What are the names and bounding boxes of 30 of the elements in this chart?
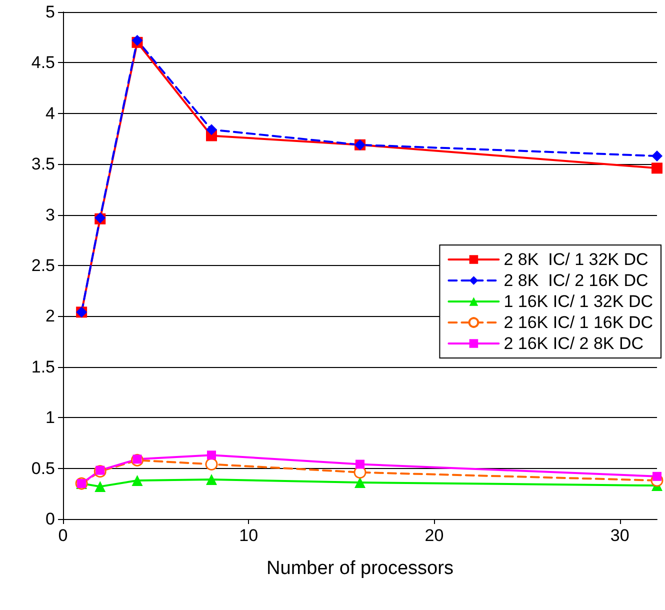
x-tick-label: 30 xyxy=(610,526,630,545)
x-tick-label: 0 xyxy=(58,526,68,545)
legend-label: 2 8K IC/ 2 16K DC xyxy=(504,271,648,290)
x-tick-label: 20 xyxy=(424,526,444,545)
point xyxy=(652,162,662,174)
point xyxy=(652,150,662,162)
y-tick-label: 4.5 xyxy=(31,53,55,72)
y-tick-label: 4 xyxy=(46,104,55,123)
legend-label: 2 16K IC/ 2 8K DC xyxy=(504,334,644,353)
y-tick-label: 0.5 xyxy=(31,458,55,478)
y-tick-label: 2.5 xyxy=(31,256,55,275)
x-tick-label: 10 xyxy=(239,526,258,545)
point xyxy=(652,472,662,481)
point xyxy=(356,460,364,469)
y-tick-label: 2 xyxy=(46,306,55,326)
point xyxy=(94,481,106,492)
y-tick-label: 3 xyxy=(46,205,55,224)
point xyxy=(206,474,217,485)
legend-label: 2 8K IC/ 1 32K DC xyxy=(504,250,648,269)
y-tick-label: 1.5 xyxy=(31,357,55,376)
point xyxy=(206,124,217,136)
x-axis-title: Number of processors xyxy=(266,558,454,579)
legend-label: 2 16K IC/ 1 16K DC xyxy=(504,313,654,332)
y-tick-label: 0 xyxy=(46,510,55,528)
point xyxy=(207,450,216,460)
point xyxy=(132,474,143,486)
y-tick-label: 3.5 xyxy=(31,154,55,174)
legend-label: 1 16K IC/ 1 32K DC xyxy=(504,292,654,311)
y-tick-label: 1 xyxy=(46,408,55,428)
y-tick-label: 5 xyxy=(46,2,55,22)
